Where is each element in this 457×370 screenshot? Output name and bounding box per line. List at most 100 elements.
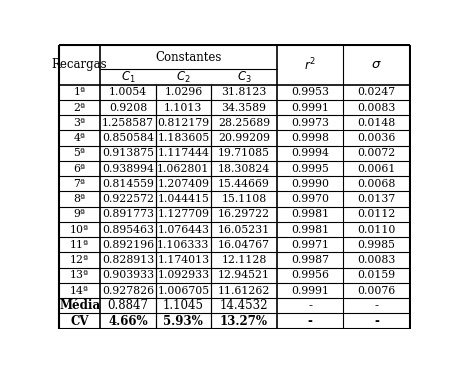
Text: 0.903933: 0.903933 <box>102 270 154 280</box>
Text: -: - <box>308 314 313 327</box>
Text: 1.174013: 1.174013 <box>157 255 209 265</box>
Text: 0.9981: 0.9981 <box>291 225 329 235</box>
Text: -: - <box>374 314 379 327</box>
Text: 2ª: 2ª <box>74 102 85 112</box>
Text: 8ª: 8ª <box>74 194 85 204</box>
Text: 5ª: 5ª <box>74 148 85 158</box>
Text: 0.9995: 0.9995 <box>291 164 329 174</box>
Text: 14ª: 14ª <box>70 286 89 296</box>
Text: 0.927826: 0.927826 <box>102 286 154 296</box>
Text: 1.0296: 1.0296 <box>164 87 202 97</box>
Text: 3ª: 3ª <box>74 118 85 128</box>
Text: 1.106333: 1.106333 <box>157 240 210 250</box>
Text: 1.062801: 1.062801 <box>157 164 210 174</box>
Text: 1.117444: 1.117444 <box>157 148 209 158</box>
Text: 0.8847: 0.8847 <box>107 299 149 312</box>
Text: 1ª: 1ª <box>74 87 85 97</box>
Text: 1.207409: 1.207409 <box>157 179 209 189</box>
Text: 0.0083: 0.0083 <box>357 102 396 112</box>
Text: 0.0148: 0.0148 <box>357 118 395 128</box>
Text: 0.9953: 0.9953 <box>291 87 329 97</box>
Text: 15.44669: 15.44669 <box>218 179 270 189</box>
Text: 0.0083: 0.0083 <box>357 255 396 265</box>
Text: 9ª: 9ª <box>74 209 85 219</box>
Text: 0.0137: 0.0137 <box>357 194 395 204</box>
Text: 34.3589: 34.3589 <box>222 102 266 112</box>
Text: 1.127709: 1.127709 <box>157 209 209 219</box>
Text: 0.850584: 0.850584 <box>102 133 154 143</box>
Text: 28.25689: 28.25689 <box>218 118 270 128</box>
Text: $C_1$: $C_1$ <box>121 70 135 85</box>
Text: 4ª: 4ª <box>74 133 85 143</box>
Text: 13ª: 13ª <box>70 270 89 280</box>
Text: 0.0072: 0.0072 <box>357 148 395 158</box>
Text: 11.61262: 11.61262 <box>218 286 270 296</box>
Text: 0.9991: 0.9991 <box>291 102 329 112</box>
Text: 0.9981: 0.9981 <box>291 209 329 219</box>
Text: 15.1108: 15.1108 <box>221 194 266 204</box>
Text: 0.891773: 0.891773 <box>102 209 154 219</box>
Text: $C_2$: $C_2$ <box>176 70 191 85</box>
Text: 0.0068: 0.0068 <box>357 179 396 189</box>
Text: 0.814559: 0.814559 <box>102 179 154 189</box>
Text: 0.0061: 0.0061 <box>357 164 396 174</box>
Text: $C_3$: $C_3$ <box>237 70 251 85</box>
Text: Constantes: Constantes <box>155 51 222 64</box>
Text: 4.66%: 4.66% <box>108 314 148 327</box>
Text: 0.9985: 0.9985 <box>357 240 395 250</box>
Text: 0.0247: 0.0247 <box>357 87 395 97</box>
Text: 16.04767: 16.04767 <box>218 240 270 250</box>
Text: 0.9970: 0.9970 <box>291 194 329 204</box>
Text: -: - <box>374 299 378 312</box>
Text: 19.71085: 19.71085 <box>218 148 270 158</box>
Text: 0.9990: 0.9990 <box>291 179 329 189</box>
Text: 0.922572: 0.922572 <box>102 194 154 204</box>
Text: 0.895463: 0.895463 <box>102 225 154 235</box>
Text: 14.4532: 14.4532 <box>220 299 268 312</box>
Text: 1.183605: 1.183605 <box>157 133 209 143</box>
Text: 18.30824: 18.30824 <box>218 164 270 174</box>
Text: 0.0110: 0.0110 <box>357 225 396 235</box>
Text: $r^{2}$: $r^{2}$ <box>304 57 316 73</box>
Text: 0.913875: 0.913875 <box>102 148 154 158</box>
Text: 1.076443: 1.076443 <box>157 225 209 235</box>
Text: 1.1013: 1.1013 <box>164 102 202 112</box>
Text: 0.9991: 0.9991 <box>291 286 329 296</box>
Text: 0.9998: 0.9998 <box>291 133 329 143</box>
Text: 12.94521: 12.94521 <box>218 270 270 280</box>
Text: 5.93%: 5.93% <box>164 314 203 327</box>
Text: 1.258587: 1.258587 <box>102 118 154 128</box>
Text: 0.892196: 0.892196 <box>102 240 154 250</box>
Text: 12.1128: 12.1128 <box>221 255 267 265</box>
Text: 11ª: 11ª <box>70 240 89 250</box>
Text: 1.092933: 1.092933 <box>157 270 209 280</box>
Text: 0.9994: 0.9994 <box>291 148 329 158</box>
Text: 1.044415: 1.044415 <box>157 194 209 204</box>
Text: 0.9987: 0.9987 <box>291 255 329 265</box>
Text: 10ª: 10ª <box>70 225 89 235</box>
Text: 6ª: 6ª <box>74 164 85 174</box>
Text: 0.0112: 0.0112 <box>357 209 396 219</box>
Text: 0.9971: 0.9971 <box>291 240 329 250</box>
Text: 0.9956: 0.9956 <box>291 270 329 280</box>
Text: 0.9973: 0.9973 <box>291 118 329 128</box>
Text: 7ª: 7ª <box>74 179 85 189</box>
Text: -: - <box>308 299 312 312</box>
Text: 0.0076: 0.0076 <box>357 286 395 296</box>
Text: Recargas: Recargas <box>52 58 107 71</box>
Text: 0.938994: 0.938994 <box>102 164 154 174</box>
Text: 12ª: 12ª <box>70 255 89 265</box>
Text: 1.1045: 1.1045 <box>163 299 204 312</box>
Text: CV: CV <box>70 314 89 327</box>
Text: 13.27%: 13.27% <box>220 314 268 327</box>
Text: 0.0036: 0.0036 <box>357 133 396 143</box>
Text: 0.828913: 0.828913 <box>102 255 154 265</box>
Text: 0.0159: 0.0159 <box>357 270 395 280</box>
Text: 0.812179: 0.812179 <box>157 118 209 128</box>
Text: 20.99209: 20.99209 <box>218 133 270 143</box>
Text: $\sigma$: $\sigma$ <box>371 58 382 71</box>
Text: 1.0054: 1.0054 <box>109 87 147 97</box>
Text: Média: Média <box>59 299 100 312</box>
Text: 16.29722: 16.29722 <box>218 209 270 219</box>
Text: 1.006705: 1.006705 <box>157 286 209 296</box>
